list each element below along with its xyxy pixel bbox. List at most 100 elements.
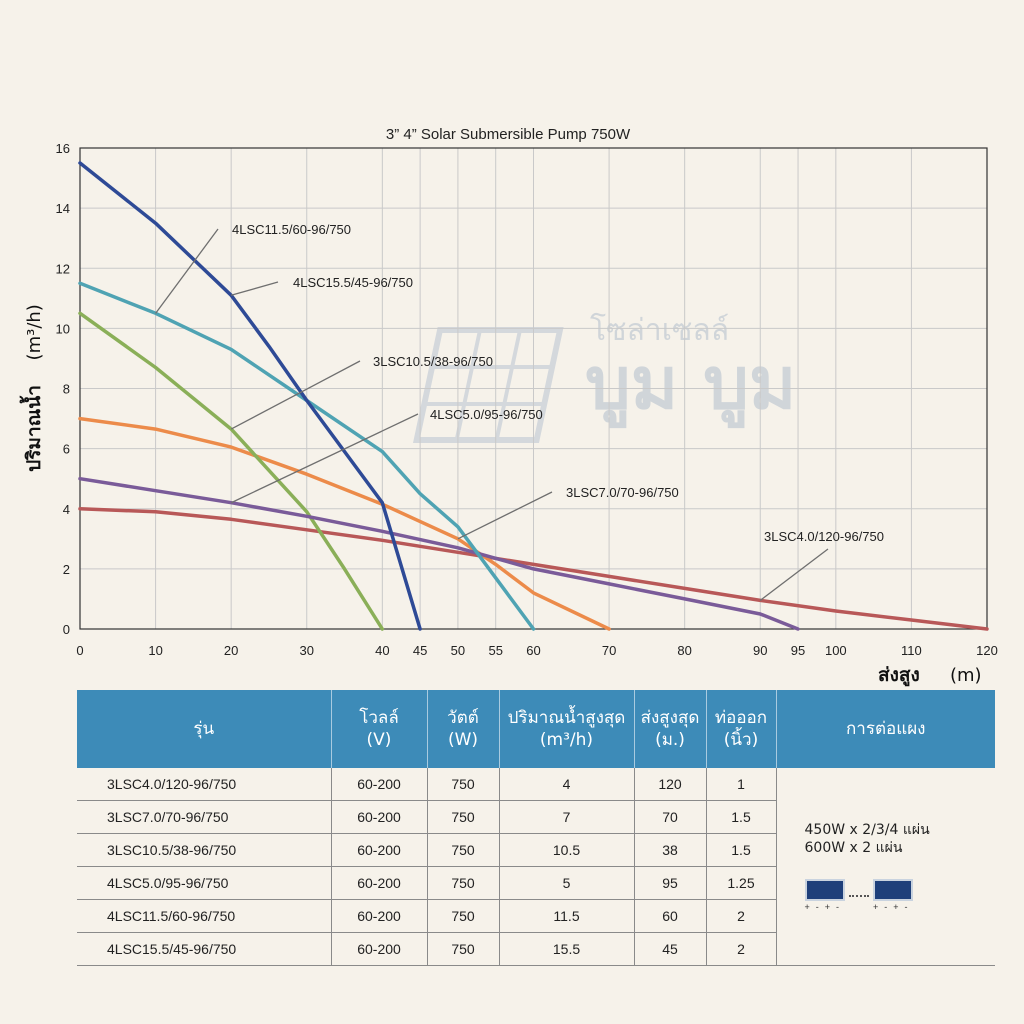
- callout-label: 3LSC10.5/38-96/750: [373, 354, 493, 369]
- pump-curve-chart: โซล่าเซลล์ บูม บูม 0 10 20 30 40 45 50 55 60 70 80…: [19, 126, 998, 687]
- header-connection: การต่อแผง: [776, 690, 995, 768]
- callout-leader: [457, 491, 553, 540]
- cell-watt: 750: [427, 932, 500, 966]
- callout-leader: [230, 281, 279, 296]
- header-head: ส่งสูงสุด (ม.): [634, 690, 707, 768]
- cell-watt: 750: [427, 866, 500, 900]
- solar-panel-icon: +-+-: [805, 879, 846, 912]
- cell-outlet: 1.5: [706, 833, 777, 867]
- x-tick-label: 90: [753, 643, 767, 658]
- callout-label: 3LSC7.0/70-96/750: [566, 485, 679, 500]
- x-tick-label: 120: [976, 643, 998, 658]
- cell-outlet: 1: [706, 768, 777, 801]
- x-axis-unit: (m): [950, 665, 982, 686]
- series-line: [78, 161, 422, 631]
- y-tick-label: 2: [63, 562, 70, 577]
- y-axis-label-text: ปริมาณน้ำ: [19, 385, 45, 472]
- cell-volt: 60-200: [331, 899, 428, 933]
- panel-terminal-signs: +-+-: [873, 902, 914, 912]
- callout-leader: [155, 228, 219, 314]
- watermark-panel-icon: [412, 327, 564, 443]
- x-tick-label: 10: [148, 643, 162, 658]
- cell-model: 3LSC10.5/38-96/750: [77, 833, 332, 867]
- cell-flow: 7: [499, 800, 635, 834]
- panel-link: [849, 894, 870, 897]
- table-header-row: รุ่น โวลล์ (V) วัตต์ (W) ปริมาณน้ำสูงสุด (m…: [77, 690, 995, 768]
- cell-volt: 60-200: [331, 866, 428, 900]
- x-tick-label: 55: [488, 643, 502, 658]
- y-tick-label: 0: [63, 622, 70, 637]
- callout-label: 4LSC11.5/60-96/750: [232, 222, 351, 237]
- cell-model: 3LSC7.0/70-96/750: [77, 800, 332, 834]
- connection-text: 600W x 2 แผ่น: [804, 840, 903, 856]
- cell-flow: 10.5: [499, 833, 635, 867]
- x-tick-label: 50: [451, 643, 465, 658]
- y-tick-labels: 0 2 4 6 8 10 12 14 16: [56, 141, 70, 637]
- callouts: 4LSC11.5/60-96/750 4LSC15.5/45-96/750 3LSC…: [155, 222, 884, 601]
- x-tick-label: 60: [526, 643, 540, 658]
- x-axis-label: ส่งสูง: [878, 664, 920, 687]
- cell-watt: 750: [427, 800, 500, 834]
- cell-outlet: 2: [706, 899, 777, 933]
- x-tick-label: 40: [375, 643, 389, 658]
- table-row: 3LSC4.0/120-96/750 60-200 750 4 120 1 450W x 2…: [77, 768, 995, 966]
- grid: [79, 147, 988, 630]
- cell-volt: 60-200: [331, 768, 428, 801]
- chart-title: 3” 4” Solar Submersible Pump 750W: [386, 126, 631, 143]
- callout-label: 4LSC5.0/95-96/750: [430, 407, 543, 422]
- cell-volt: 60-200: [331, 932, 428, 966]
- header-model: รุ่น: [77, 690, 332, 768]
- svg-text:ปริมาณน้ำ (m³/h): ปริมาณน้ำ (m³/h): [19, 304, 45, 472]
- x-tick-label: 0: [76, 643, 83, 658]
- y-tick-label: 14: [56, 201, 70, 216]
- cell-volt: 60-200: [331, 800, 428, 834]
- header-flow: ปริมาณน้ำสูงสุด (m³/h): [499, 690, 635, 768]
- cell-head: 120: [634, 768, 707, 801]
- cell-model: 4LSC11.5/60-96/750: [77, 899, 332, 933]
- x-tick-label: 80: [677, 643, 691, 658]
- cell-flow: 11.5: [499, 899, 635, 933]
- series-lines: [78, 161, 989, 631]
- x-tick-label: 100: [825, 643, 847, 658]
- x-tick-label: 30: [300, 643, 314, 658]
- callout-leader: [230, 360, 361, 430]
- cell-flow: 5: [499, 866, 635, 900]
- y-tick-label: 16: [56, 141, 70, 156]
- x-tick-label: 20: [224, 643, 238, 658]
- series-line: [78, 507, 989, 631]
- x-tick-label: 45: [413, 643, 427, 658]
- series-line: [78, 311, 385, 631]
- y-axis-label: ปริมาณน้ำ (m³/h): [19, 304, 45, 472]
- table-row: 3LSC7.0/70-96/750 60-200 750 7 70 1.5: [77, 800, 995, 834]
- cell-volt: 60-200: [331, 833, 428, 867]
- callout-leader: [759, 548, 829, 601]
- cell-watt: 750: [427, 899, 500, 933]
- cell-outlet: 1.25: [706, 866, 777, 900]
- watermark-text-top: โซล่าเซลล์: [590, 312, 729, 348]
- x-tick-labels: 0 10 20 30 40 45 50 55 60 70 80 90 95 100 110 120: [76, 643, 997, 658]
- x-tick-label: 95: [791, 643, 805, 658]
- cell-watt: 750: [427, 833, 500, 867]
- cell-connection: 450W x 2/3/4 แผ่น 600W x 2 แผ่น +-+- +-+-: [776, 768, 995, 966]
- cell-head: 45: [634, 932, 707, 966]
- cell-head: 60: [634, 899, 707, 933]
- callout-leader: [230, 413, 419, 504]
- callout-label: 4LSC15.5/45-96/750: [293, 275, 413, 290]
- spec-table: รุ่น โวลล์ (V) วัตต์ (W) ปริมาณน้ำสูงสุด (m…: [77, 690, 995, 966]
- connection-text: 450W x 2/3/4 แผ่น: [804, 822, 930, 838]
- panel-diagram: +-+- +-+-: [805, 879, 996, 912]
- y-axis-unit: (m³/h): [24, 304, 45, 360]
- callout-label: 3LSC4.0/120-96/750: [764, 529, 884, 544]
- y-tick-label: 10: [56, 321, 70, 336]
- series-line: [78, 476, 800, 631]
- cell-outlet: 2: [706, 932, 777, 966]
- table-row: 4LSC15.5/45-96/750 60-200 750 15.5 45 2: [77, 932, 995, 966]
- cell-model: 4LSC5.0/95-96/750: [77, 866, 332, 900]
- cell-outlet: 1.5: [706, 800, 777, 834]
- cell-watt: 750: [427, 768, 500, 801]
- header-outlet: ท่อออก (นิ้ว): [706, 690, 777, 768]
- cell-head: 38: [634, 833, 707, 867]
- cell-head: 70: [634, 800, 707, 834]
- y-tick-label: 4: [63, 502, 70, 517]
- table-row: 4LSC5.0/95-96/750 60-200 750 5 95 1.25: [77, 866, 995, 900]
